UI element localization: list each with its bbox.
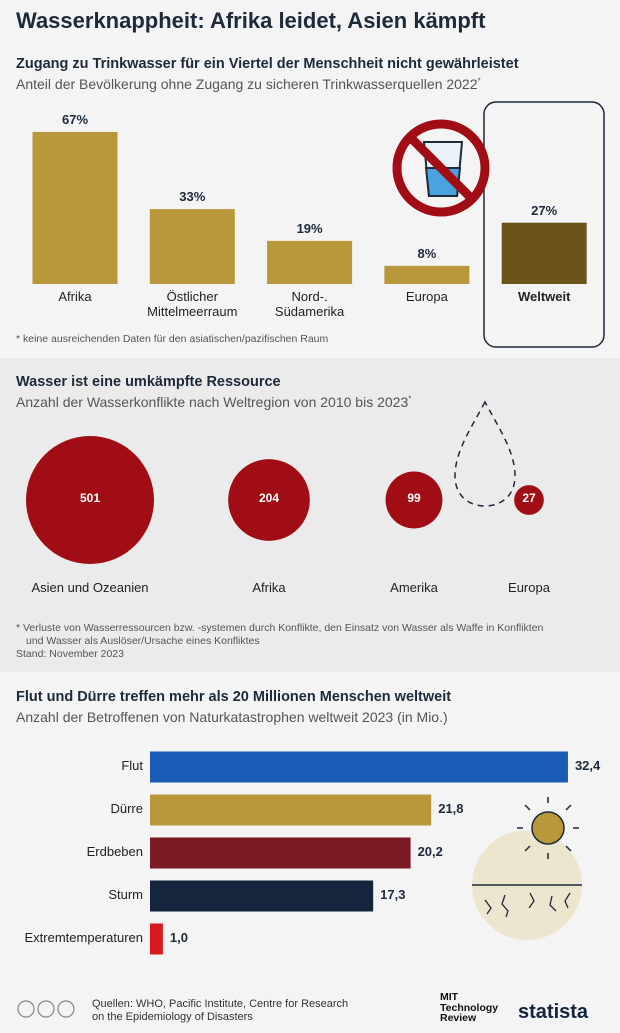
logo: statista [518, 1001, 589, 1023]
bar [384, 265, 470, 284]
bar [501, 222, 587, 284]
value-label: 8% [417, 245, 437, 261]
license-icons [17, 1000, 75, 1018]
category-label: Amerika [390, 580, 438, 595]
category-label: Europa [405, 289, 448, 304]
chart-subtitle: Anzahl der Wasserkonflikte nach Weltregi… [16, 394, 412, 410]
chart-title: Flut und Dürre treffen mehr als 20 Milli… [16, 689, 452, 705]
bar [150, 751, 568, 783]
bar [150, 923, 163, 955]
value-label: 27 [522, 491, 536, 505]
value-label: 67% [61, 111, 89, 127]
logo: MIT Technology Review [440, 991, 499, 1024]
value-label: 27% [531, 202, 558, 218]
bar [149, 209, 235, 284]
bar [32, 131, 118, 284]
bubble [26, 436, 154, 564]
bar [150, 880, 374, 912]
footnote: Stand: November 2023 [16, 648, 124, 660]
value-label: 1,0 [169, 930, 188, 945]
category-label: Östlicher Mittelmeerraum [147, 289, 238, 319]
category-label: Europa [508, 580, 550, 595]
footnote: und Wasser als Auslöser/Ursache eines Ko… [26, 635, 260, 647]
category-label: Nord-. Südamerika [274, 289, 345, 319]
bar [267, 240, 353, 284]
footnote-marker: * [408, 394, 412, 404]
chart-title: Wasser ist eine umkämpfte Ressource [16, 374, 281, 390]
footnote: * Verluste von Wasserressourcen bzw. -sy… [16, 622, 544, 634]
drought-icon [472, 797, 582, 940]
footnote: * keine ausreichenden Daten für den asia… [16, 333, 329, 345]
category-label: Erdbeben [86, 844, 143, 859]
value-label: 501 [79, 491, 101, 505]
category-label: Asien und Ozeanien [31, 580, 149, 595]
category-label: Afrika [58, 289, 92, 304]
bubble [514, 485, 544, 515]
category-label: Dürre [110, 801, 143, 816]
source: Quellen: WHO, Pacific Institute, Centre … [92, 998, 349, 1010]
category-label: Weltweit [517, 289, 571, 304]
value-label: 17,3 [380, 887, 406, 902]
footnote-marker: * [477, 76, 481, 86]
value-label: 204 [258, 491, 280, 505]
category-label: Afrika [252, 580, 286, 595]
category-label: Flut [121, 758, 143, 773]
chart-title: Zugang zu Trinkwasser für ein Viertel de… [16, 56, 519, 72]
bubble [228, 459, 310, 541]
value-label: 19% [296, 220, 323, 236]
highlight-box [483, 101, 605, 348]
chart-subtitle: Anzahl der Betroffenen von Naturkatastro… [16, 709, 448, 725]
source: on the Epidemiology of Disasters [92, 1011, 253, 1023]
category-label: Sturm [108, 887, 143, 902]
no-water-icon [392, 119, 490, 217]
bar [150, 794, 432, 826]
bubble [385, 471, 443, 529]
value-label: 20,2 [417, 844, 443, 859]
value-label: 33% [179, 189, 206, 205]
value-label: 32,4 [574, 758, 601, 773]
category-label: Extremtemperaturen [24, 930, 144, 945]
chart-subtitle: Anteil der Bevölkerung ohne Zugang zu si… [16, 76, 481, 92]
main-title: Wasserknappheit: Afrika leidet, Asien kä… [16, 8, 486, 33]
value-label: 99 [407, 491, 421, 505]
value-label: 21,8 [438, 801, 464, 816]
drop-icon [454, 400, 516, 507]
bar [150, 837, 411, 869]
